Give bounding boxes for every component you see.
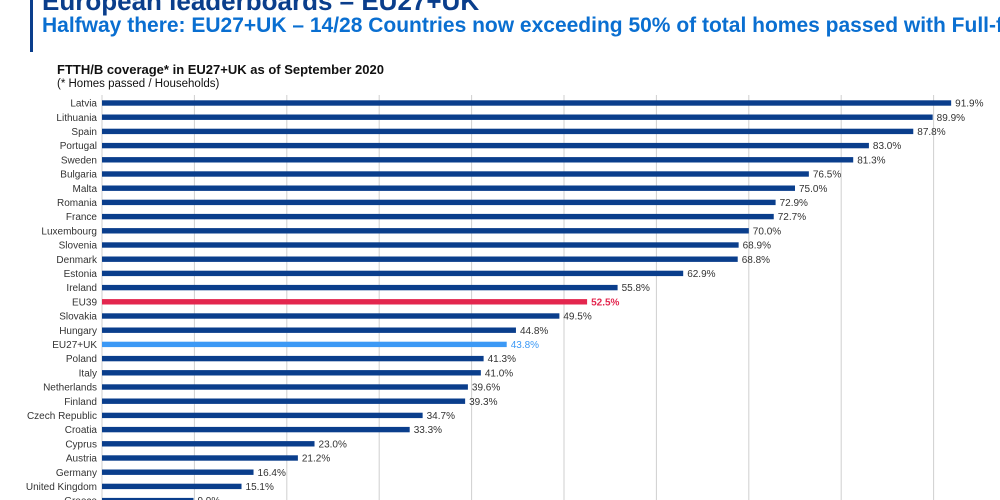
data-label: 68.8% [742,255,770,266]
bar [102,313,560,319]
data-label: 39.3% [469,397,497,408]
data-label: 43.8% [511,340,539,351]
data-label: 75.0% [799,184,827,195]
category-label: Italy [79,368,97,379]
bar [102,497,194,500]
category-label: Luxembourg [41,226,97,237]
bar [102,469,254,475]
data-label: 76.5% [813,170,841,181]
category-label: Denmark [56,255,98,266]
bar [102,412,423,419]
category-label: EU27+UK [52,340,97,351]
data-label: 68.9% [743,241,771,252]
category-label: Portugal [60,141,97,152]
bar [102,213,774,220]
data-label: 16.4% [258,468,286,479]
chart-subtitle: (* Homes passed / Households) [57,78,220,90]
bar [102,199,776,206]
category-label: Germany [56,468,97,479]
bar [102,327,516,333]
data-label: 49.5% [563,312,591,323]
category-label: Spain [71,127,97,138]
category-label: Romania [57,198,97,209]
bar [102,441,315,447]
bar [102,185,795,191]
bar [102,483,242,490]
category-label: Poland [66,354,97,365]
bar [102,384,468,390]
bar [102,256,738,262]
category-label: Croatia [65,425,98,436]
bar [102,157,854,163]
category-label: Austria [66,454,98,465]
category-label: EU39 [72,297,97,308]
page-title: European leaderboards – EU27+UK [42,0,480,16]
category-label: Malta [73,184,98,195]
bar [102,370,481,376]
bar [102,142,869,149]
category-label: United Kingdom [26,482,97,493]
data-label: 83.0% [873,141,901,152]
data-label: 41.3% [488,354,516,365]
data-label: 62.9% [687,269,715,280]
data-label: 41.0% [485,368,513,379]
bar [102,284,618,291]
bar [102,128,914,135]
category-label: Ireland [66,283,97,294]
data-label: 33.3% [414,425,442,436]
data-label: 21.2% [302,454,330,465]
data-label: 91.9% [955,99,983,110]
category-label: Slovenia [59,241,98,252]
data-label: 34.7% [427,411,455,422]
data-label: 9.9% [197,496,220,500]
data-label: 72.7% [778,212,806,223]
bar [102,100,952,106]
category-label: Cyprus [65,439,97,450]
category-label: Netherlands [43,383,97,394]
category-label: France [66,212,98,223]
category-label: Finland [64,397,97,408]
category-label: Greece [64,496,97,500]
bar [102,242,739,248]
category-label: Estonia [64,269,98,280]
category-label: Hungary [59,326,97,337]
data-label: 55.8% [622,283,650,294]
data-label: 87.8% [917,127,945,138]
chart-title: FTTH/B coverage* in EU27+UK as of Septem… [57,62,384,77]
category-label: Sweden [61,155,97,166]
data-label: 44.8% [520,326,548,337]
data-label: 15.1% [246,482,274,493]
data-label: 81.3% [857,155,885,166]
bar [102,426,410,433]
bar [102,114,933,120]
bar [102,299,588,305]
page-subtitle: Halfway there: EU27+UK – 14/28 Countries… [42,14,1000,37]
category-label: Bulgaria [60,170,97,181]
category-label: Lithuania [56,113,97,124]
data-label: 23.0% [319,439,347,450]
category-label: Latvia [70,99,97,110]
data-label: 72.9% [780,198,808,209]
category-label: Slovakia [59,312,97,323]
bar [102,171,809,177]
category-label: Czech Republic [27,411,97,422]
data-label: 89.9% [937,113,965,124]
bar [102,228,749,234]
bar [102,398,466,404]
bar [102,270,684,277]
data-label: 70.0% [753,226,781,237]
data-label: 52.5% [591,297,619,308]
data-label: 39.6% [472,383,500,394]
bar [102,341,507,348]
bar [102,455,298,461]
bar [102,355,484,362]
accent-line [30,0,33,52]
